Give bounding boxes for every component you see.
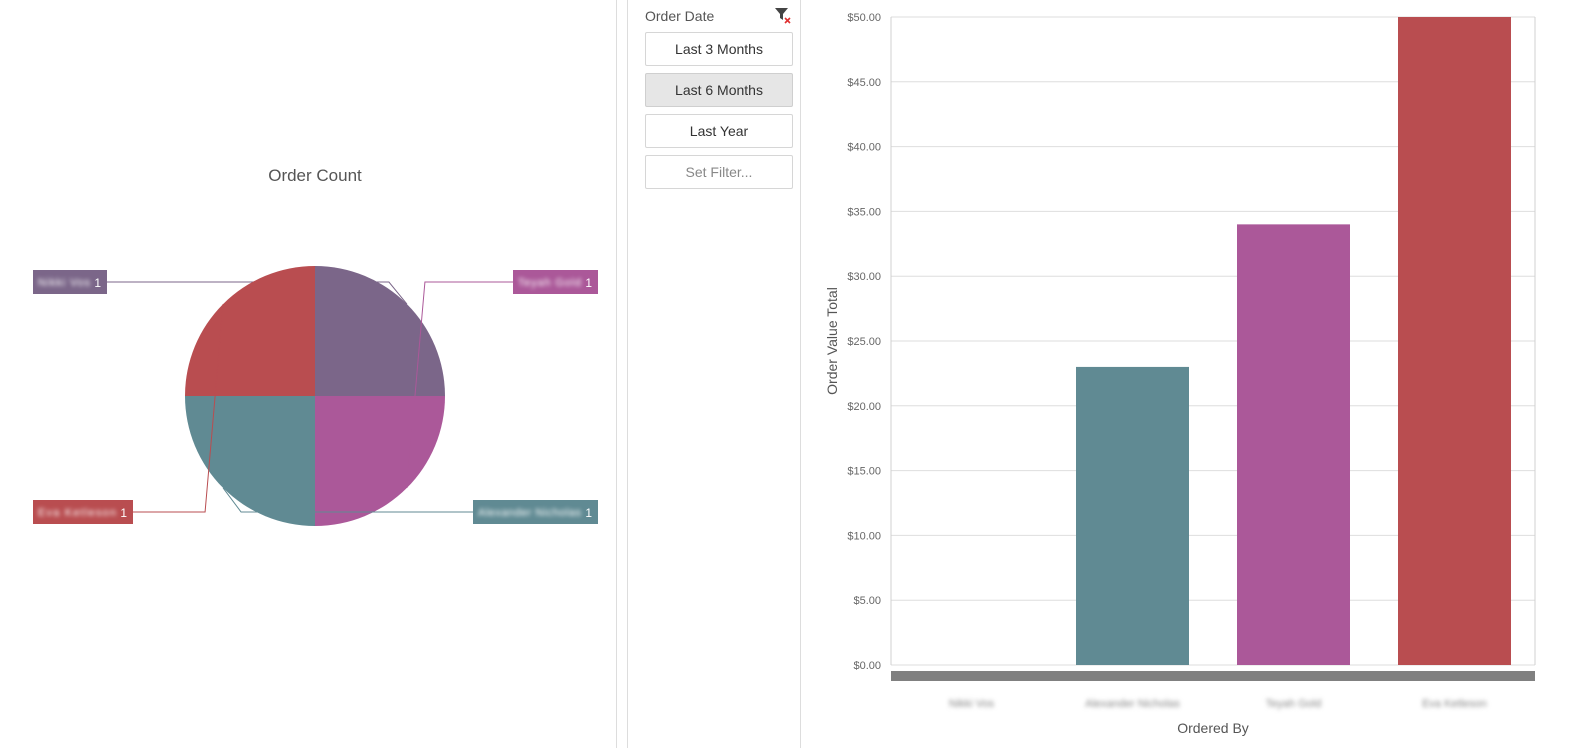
pie-label-connector [133, 304, 224, 513]
order-date-filter-panel: Order Date Last 3 Months Last 6 Months L… [634, 0, 800, 748]
y-tick-label: $0.00 [853, 660, 881, 672]
pie-slice[interactable] [185, 266, 315, 396]
y-tick-label: $15.00 [847, 466, 881, 478]
filter-clear-icon[interactable] [774, 7, 792, 25]
pie-label-name: Nikki Vos [38, 277, 91, 289]
last-year-button[interactable]: Last Year [645, 114, 793, 148]
pie-label-name: Eva Ketleson [38, 507, 116, 519]
bar[interactable] [1076, 366, 1189, 665]
bar[interactable] [1398, 17, 1511, 665]
panel-divider [800, 0, 801, 748]
filter-title: Order Date [645, 8, 715, 24]
x-tick-label: Nikki Vos [949, 698, 995, 710]
pie-label-name: Alexander Nicholas [478, 507, 582, 519]
pie-label-value: 1 [585, 276, 592, 290]
set-filter-button[interactable]: Set Filter... [645, 155, 793, 189]
x-tick-label: Teyah Gold [1266, 698, 1322, 710]
pie-label-connector [107, 281, 408, 305]
y-tick-label: $25.00 [847, 336, 881, 348]
bar-chart: $0.00 $5.00 $10.00 $15.00 $20.00 $25.00 $30.00… [824, 12, 1536, 736]
y-tick-label: $45.00 [847, 77, 881, 89]
panel-divider [616, 0, 617, 748]
pie-label-value: 1 [94, 276, 101, 290]
panel-divider [627, 0, 628, 748]
last-3-months-button[interactable]: Last 3 Months [645, 32, 793, 66]
pie-label-value: 1 [120, 506, 127, 520]
y-tick-label: $5.00 [853, 595, 881, 607]
y-tick-label: $10.00 [847, 530, 881, 542]
x-tick-label: Eva Ketleson [1422, 698, 1487, 710]
pie-data-label: Teyah Gold 1 [513, 270, 598, 294]
pie-slice[interactable] [315, 266, 445, 396]
x-axis-title: Ordered By [1177, 720, 1249, 736]
pie-data-label: Eva Ketleson 1 [33, 500, 133, 524]
pie-chart-panel: Order Count Nikki Vos 1 Teyah Gold 1 Alexande… [0, 0, 616, 748]
bar[interactable] [1237, 224, 1350, 666]
y-tick-label: $40.00 [847, 142, 881, 154]
x-tick-label: Alexander Nicholas [1085, 698, 1180, 710]
y-tick-label: $30.00 [847, 271, 881, 283]
pie-data-label: Nikki Vos 1 [33, 270, 107, 294]
pie-label-name: Teyah Gold [518, 277, 581, 289]
pie-label-value: 1 [585, 506, 592, 520]
y-tick-label: $35.00 [847, 206, 881, 218]
y-tick-label: $20.00 [847, 401, 881, 413]
last-6-months-button[interactable]: Last 6 Months [645, 73, 793, 107]
pie-slice[interactable] [185, 396, 315, 526]
pie-label-connector [222, 487, 473, 513]
pie-data-label: Alexander Nicholas 1 [473, 500, 598, 524]
pie-slice[interactable] [315, 396, 445, 526]
y-axis-title: Order Value Total [824, 287, 840, 395]
pie-title: Order Count [268, 166, 362, 185]
x-axis-scrollbar[interactable] [891, 671, 1535, 681]
pie-label-connector [406, 281, 513, 488]
y-tick-label: $50.00 [847, 12, 881, 24]
